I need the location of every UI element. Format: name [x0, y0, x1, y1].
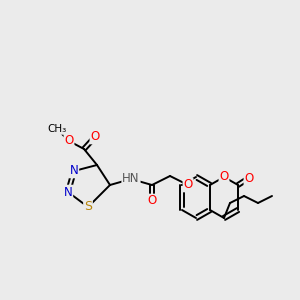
Text: O: O	[147, 194, 157, 208]
Text: O: O	[219, 170, 229, 184]
Text: O: O	[90, 130, 100, 143]
Text: HN: HN	[122, 172, 140, 185]
Text: CH₃: CH₃	[47, 124, 67, 134]
Text: N: N	[70, 164, 78, 178]
Text: O: O	[64, 134, 74, 148]
Text: N: N	[64, 185, 72, 199]
Text: O: O	[183, 178, 193, 191]
Text: O: O	[244, 172, 253, 184]
Text: S: S	[84, 200, 92, 214]
